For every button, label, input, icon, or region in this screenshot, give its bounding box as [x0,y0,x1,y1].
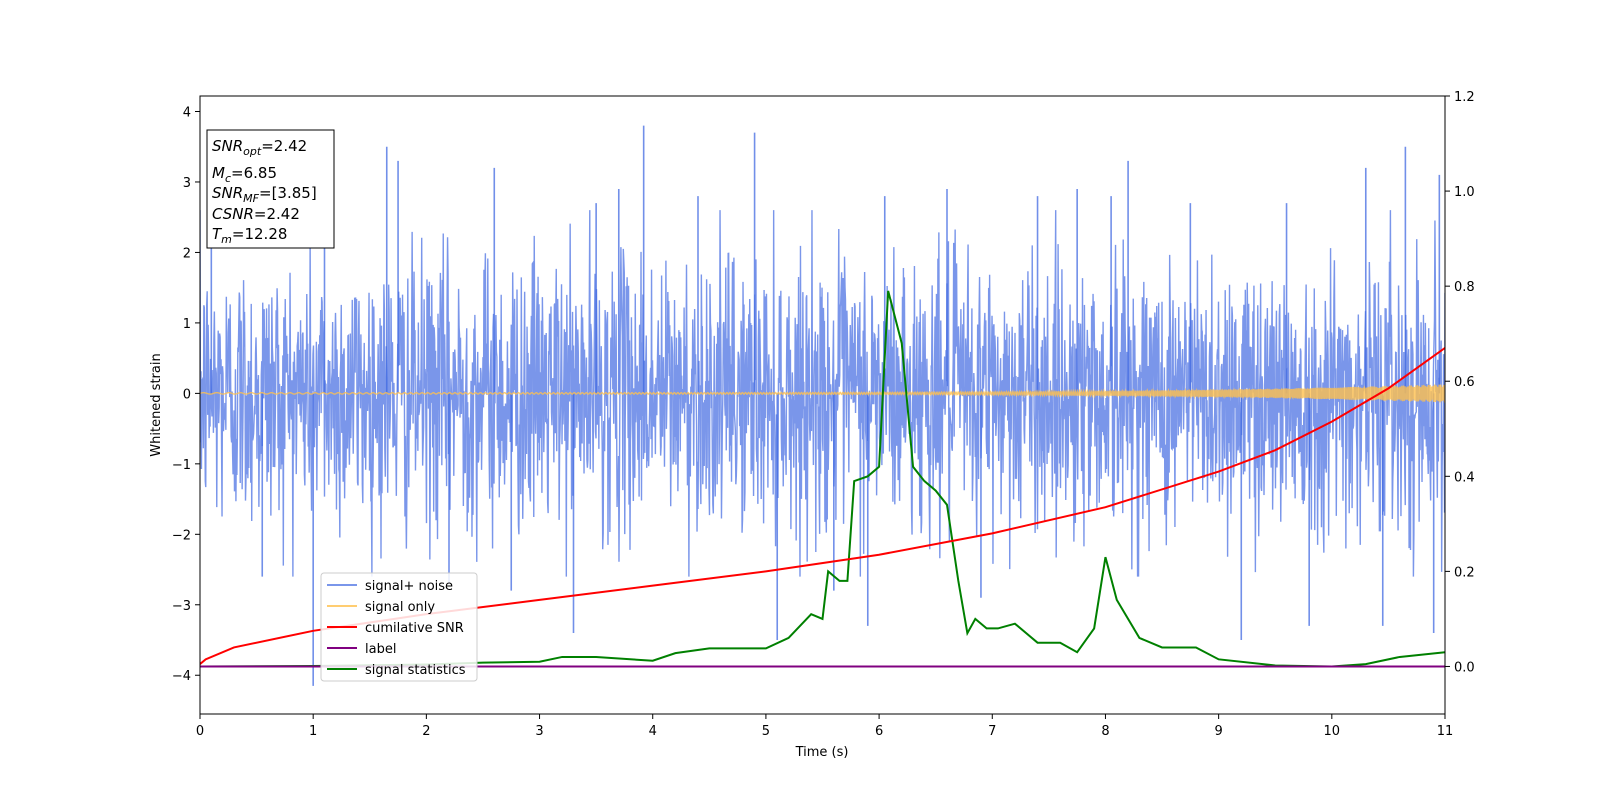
signal-only-series [200,384,1445,403]
info-snr-opt: SNRopt=2.42 [212,137,307,158]
y-right-tick-label: 1.0 [1454,185,1475,200]
info-tm-base: T [212,225,223,243]
x-tick-label: 10 [1324,724,1341,739]
signal-plus-noise-series [200,125,1445,686]
y-left-tick-label: 0 [183,387,191,402]
info-csnr: CSNR=2.42 [212,205,300,223]
info-csnr-value: =2.42 [254,205,300,223]
signal-statistics-series [200,290,1445,668]
legend-label-signal-statistics: signal statistics [365,663,466,678]
y-left-tick-label: −1 [172,458,191,473]
info-mc: Mc=6.85 [212,164,277,185]
y-right-tick-label: 0.4 [1454,470,1475,485]
info-snr-mf-base: SNR [212,184,243,202]
y-left-tick-label: 3 [183,176,191,191]
x-axis-label: Time (s) [795,745,849,760]
info-mc-sub: c [225,172,231,185]
left-y-axis-ticks: −4 −3 −2 −1 0 1 2 3 4 [172,106,200,684]
y-left-tick-label: 4 [183,106,191,121]
y-left-tick-label: 1 [183,317,191,332]
plot-frame [199,95,1446,715]
cumulative-snr-series [200,347,1445,665]
info-mc-base: M [212,164,225,182]
info-snr-opt-value: =2.42 [261,137,307,155]
cumulative-snr-line [200,347,1445,665]
signal-only-trace [200,384,1445,403]
x-tick-label: 0 [196,724,204,739]
x-tick-label: 8 [1101,724,1109,739]
x-tick-label: 9 [1214,724,1222,739]
info-box-frame [206,129,335,249]
y-right-tick-label: 0.2 [1454,565,1475,580]
y-right-tick-label: 0.0 [1454,660,1475,675]
y-left-tick-label: −3 [172,599,191,614]
info-tm-value: =12.28 [232,225,288,243]
right-y-axis-ticks: 0.0 0.2 0.4 0.6 0.8 1.0 1.2 [1445,90,1475,675]
info-snr-mf: SNRMF=[3.85] [212,184,317,205]
y-right-tick-label: 0.8 [1454,280,1475,295]
legend-frame [320,572,478,682]
noise-trace [200,210,1445,577]
y-right-tick-label: 1.2 [1454,90,1475,105]
x-tick-label: 5 [762,724,770,739]
x-tick-label: 7 [988,724,996,739]
x-tick-label: 1 [309,724,317,739]
info-box: SNRopt=2.42 Mc=6.85 SNRMF=[3.85] CSNR=2.… [206,129,335,249]
legend-label-signal-only: signal only [365,600,435,615]
legend-label-label: label [365,642,396,657]
info-tm: Tm=12.28 [212,225,287,246]
legend-label-signal-noise: signal+ noise [365,579,453,594]
x-tick-label: 3 [535,724,543,739]
x-tick-label: 11 [1437,724,1454,739]
y-axis-label: Whitened strain [149,353,164,456]
x-tick-label: 4 [649,724,657,739]
x-tick-label: 6 [875,724,883,739]
x-tick-label: 2 [422,724,430,739]
legend-label-cumulative-snr: cumilative SNR [365,621,464,636]
info-snr-opt-base: SNR [212,137,243,155]
y-left-tick-label: −2 [172,528,191,543]
x-axis-ticks: 0 1 2 3 4 5 6 7 8 9 10 11 [196,714,1453,739]
signal-statistics-line [200,290,1445,668]
legend: signal+ noise signal only cumilative SNR… [320,572,478,682]
y-right-tick-label: 0.6 [1454,375,1475,390]
y-left-tick-label: −4 [172,669,191,684]
info-mc-value: =6.85 [231,164,277,182]
info-snr-mf-sub: MF [243,192,259,205]
info-snr-mf-value: =[3.85] [259,184,317,202]
info-tm-sub: m [221,233,232,246]
y-left-tick-label: 2 [183,246,191,261]
info-csnr-base: CSNR [212,205,254,223]
info-snr-opt-sub: opt [243,145,262,158]
